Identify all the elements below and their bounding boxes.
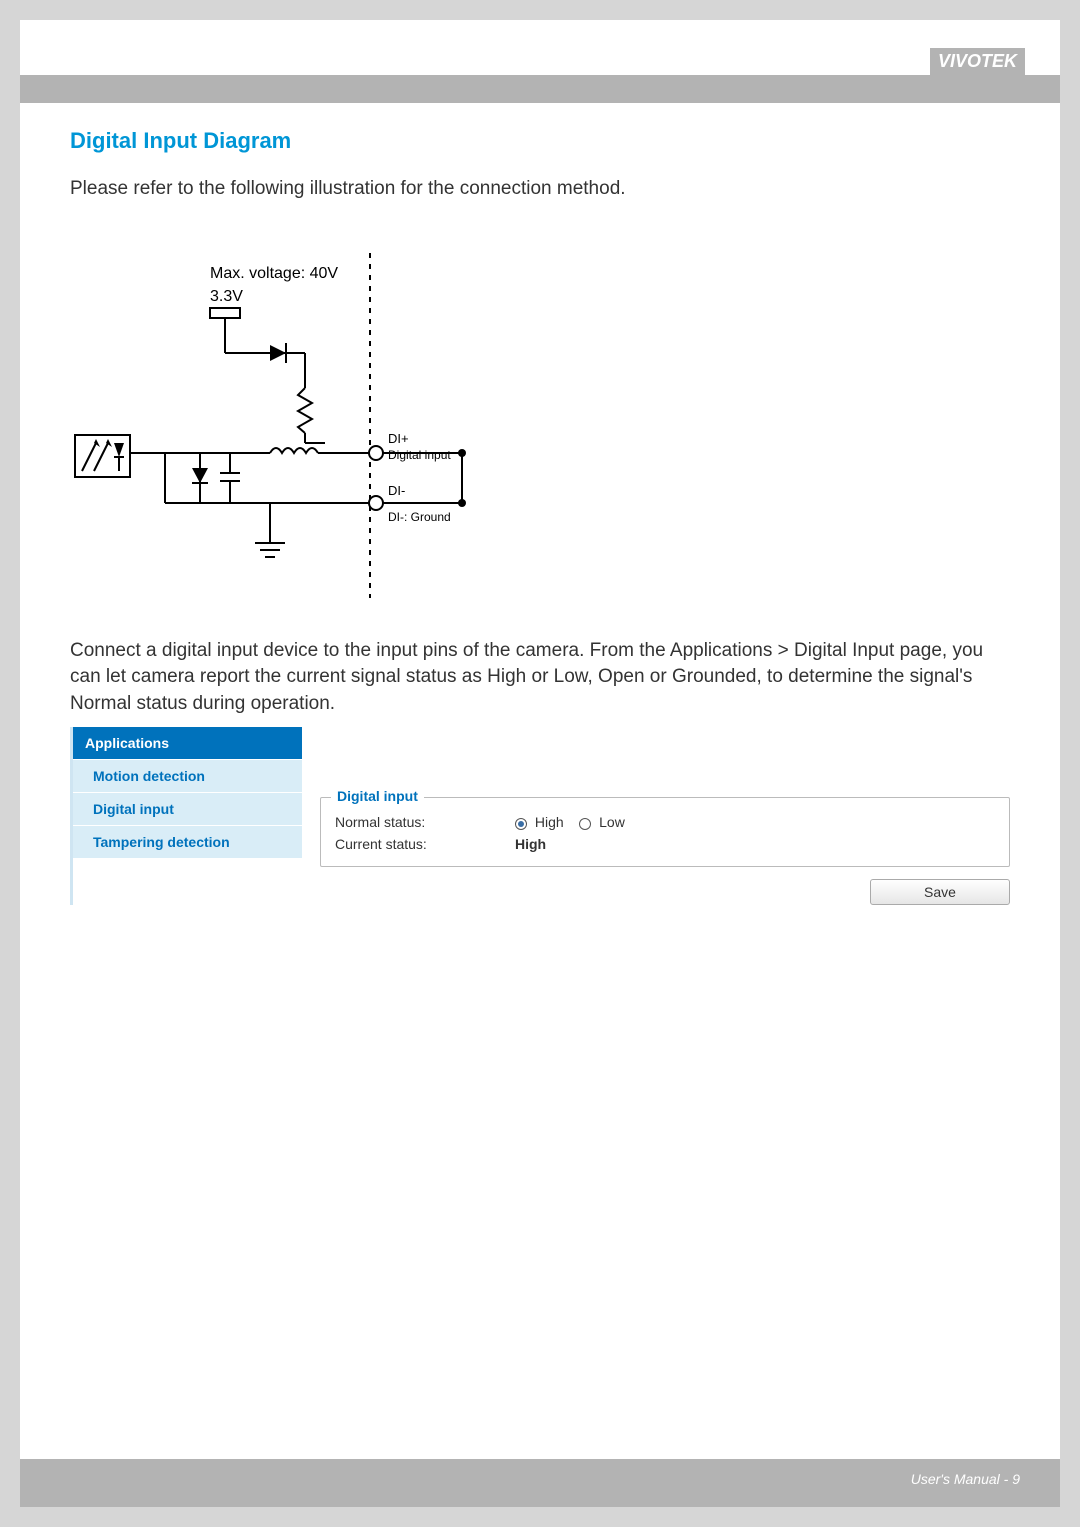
right-panel: Digital input Normal status: High Low Cu… [302, 727, 1010, 905]
normal-status-label: Normal status: [335, 814, 515, 830]
radio-high-label: High [535, 814, 564, 830]
section-title: Digital Input Diagram [70, 128, 1010, 154]
svg-text:Digital input: Digital input [388, 448, 451, 462]
settings-row: Applications Motion detection Digital in… [70, 727, 1010, 905]
header: VIVOTEK [20, 20, 1060, 80]
svg-text:DI-: DI- [388, 483, 405, 498]
intro-text: Please refer to the following illustrati… [70, 176, 1010, 203]
digital-input-fieldset: Digital input Normal status: High Low Cu… [320, 797, 1010, 867]
radio-high[interactable] [515, 818, 527, 830]
radio-low-label: Low [599, 814, 625, 830]
menu-item-motion[interactable]: Motion detection [73, 759, 302, 792]
fieldset-legend: Digital input [331, 788, 424, 804]
content: Digital Input Diagram Please refer to th… [20, 80, 1060, 925]
svg-text:DI-: Ground: DI-: Ground [388, 510, 451, 524]
current-status-label: Current status: [335, 836, 515, 852]
voltage-label: Max. voltage: 40V [210, 265, 338, 282]
normal-status-options: High Low [515, 814, 625, 830]
brand-logo: VIVOTEK [930, 48, 1025, 80]
body-paragraph: Connect a digital input device to the in… [70, 638, 1010, 718]
current-status-value: High [515, 836, 546, 852]
side-menu: Applications Motion detection Digital in… [70, 727, 302, 905]
save-button[interactable]: Save [870, 879, 1010, 905]
page: VIVOTEK Digital Input Diagram Please ref… [20, 20, 1060, 1507]
menu-item-tampering[interactable]: Tampering detection [73, 825, 302, 858]
footer-text: User's Manual - 9 [911, 1471, 1020, 1487]
svg-text:DI+: DI+ [388, 431, 409, 446]
radio-low[interactable] [579, 818, 591, 830]
footer-stripe [20, 1459, 1060, 1507]
circuit-diagram: Max. voltage: 40V 3.3V [70, 243, 1010, 608]
menu-item-digital-input[interactable]: Digital input [73, 792, 302, 825]
rail-label: 3.3V [210, 288, 243, 305]
menu-header[interactable]: Applications [73, 727, 302, 759]
header-stripe [20, 75, 1060, 103]
